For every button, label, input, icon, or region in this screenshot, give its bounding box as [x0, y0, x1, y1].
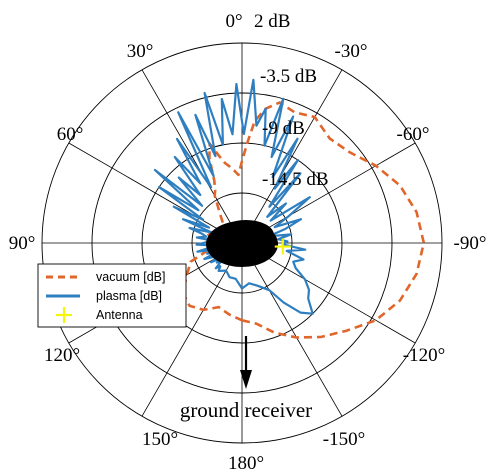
r-tick-label: -3.5 dB — [260, 66, 317, 87]
theta-tick-label: -60° — [397, 124, 430, 145]
theta-tick-label: 30° — [127, 41, 154, 62]
legend-label-vacuum: vacuum [dB] — [96, 270, 165, 284]
theta-tick-label: 120° — [44, 345, 80, 366]
grid-spoke — [242, 70, 342, 243]
theta-tick-label: 150° — [142, 429, 178, 450]
theta-tick-label: 0° — [225, 11, 242, 32]
ground-receiver-label: ground receiver — [180, 398, 312, 422]
r-tick-label: -9 dB — [262, 118, 305, 139]
theta-tick-label: 90° — [9, 233, 36, 254]
theta-tick-label: -150° — [323, 429, 365, 450]
center-blob-top — [218, 220, 274, 250]
theta-tick-label: 180° — [228, 453, 264, 474]
ground-receiver-annotation: ground receiver — [180, 336, 312, 422]
theta-tick-label: -90° — [454, 233, 487, 254]
legend-label-antenna: Antenna — [96, 308, 143, 322]
theta-tick-label: -30° — [335, 41, 368, 62]
grid-spoke — [242, 243, 342, 416]
r-tick-label: 2 dB — [254, 11, 290, 32]
legend-label-plasma: plasma [dB] — [96, 289, 162, 303]
theta-tick-label: 60° — [57, 124, 84, 145]
r-tick-label: -14.5 dB — [262, 169, 329, 190]
theta-tick-label: -120° — [403, 345, 445, 366]
legend: vacuum [dB] plasma [dB] Antenna — [38, 264, 186, 327]
